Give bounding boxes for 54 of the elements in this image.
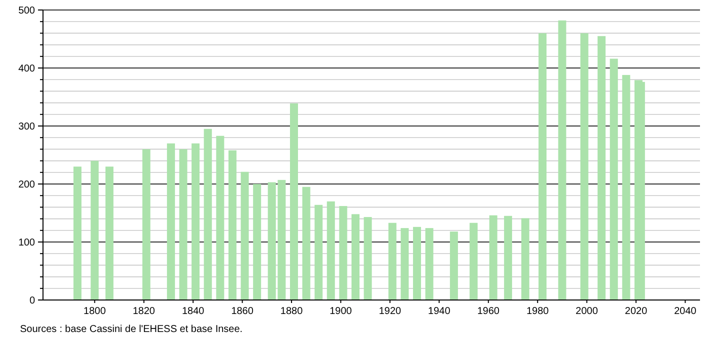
bar — [142, 149, 150, 300]
bar — [204, 128, 212, 300]
bar — [521, 218, 530, 300]
bar — [90, 160, 99, 300]
y-tick-label: 300 — [18, 122, 36, 132]
bar — [105, 166, 114, 300]
x-tick-label: 1980 — [526, 306, 550, 317]
bar — [314, 204, 323, 300]
bar — [622, 74, 630, 300]
bar — [228, 150, 236, 300]
x-tick-label: 2020 — [624, 306, 648, 317]
bar — [450, 232, 458, 300]
bar — [253, 184, 262, 300]
bar — [192, 143, 200, 300]
y-tick-label: 500 — [18, 6, 36, 16]
x-tick-label: 1840 — [182, 306, 205, 317]
bar — [558, 20, 566, 300]
x-tick-label: 1880 — [280, 306, 304, 317]
bar — [302, 186, 310, 300]
x-tick-label: 1860 — [231, 306, 254, 317]
bar — [580, 33, 588, 300]
bar — [470, 222, 478, 300]
bar — [538, 33, 547, 300]
x-tick-label: 1800 — [84, 306, 106, 317]
x-tick-label: 1900 — [330, 306, 352, 317]
bar — [240, 172, 249, 300]
bar — [388, 222, 396, 300]
bar — [413, 226, 422, 300]
bar — [73, 166, 82, 300]
bar — [179, 149, 188, 300]
bar — [400, 228, 409, 300]
bar — [489, 215, 498, 300]
bar — [339, 206, 348, 300]
x-tick-label: 2000 — [576, 306, 598, 317]
bar — [352, 214, 360, 300]
source-note: Sources : base Cassini de l'EHESS et base Insee. — [20, 324, 243, 335]
x-tick-label: 1940 — [428, 306, 451, 317]
x-tick-label: 1960 — [477, 306, 500, 317]
y-tick-label: 200 — [18, 180, 36, 190]
bar — [326, 201, 335, 300]
bar — [290, 103, 298, 300]
bar — [364, 217, 372, 300]
bar — [216, 136, 224, 300]
y-tick-label: 400 — [18, 64, 36, 74]
x-tick-label: 1920 — [378, 306, 402, 317]
x-tick-label: 1820 — [132, 306, 156, 317]
x-tick-label: 2040 — [674, 306, 697, 317]
bar — [504, 216, 512, 300]
y-tick-label: 100 — [18, 238, 36, 248]
bar — [166, 143, 175, 300]
bar — [425, 228, 434, 300]
y-tick-label: 0 — [29, 296, 36, 306]
bar — [610, 58, 618, 300]
bar — [598, 36, 606, 300]
